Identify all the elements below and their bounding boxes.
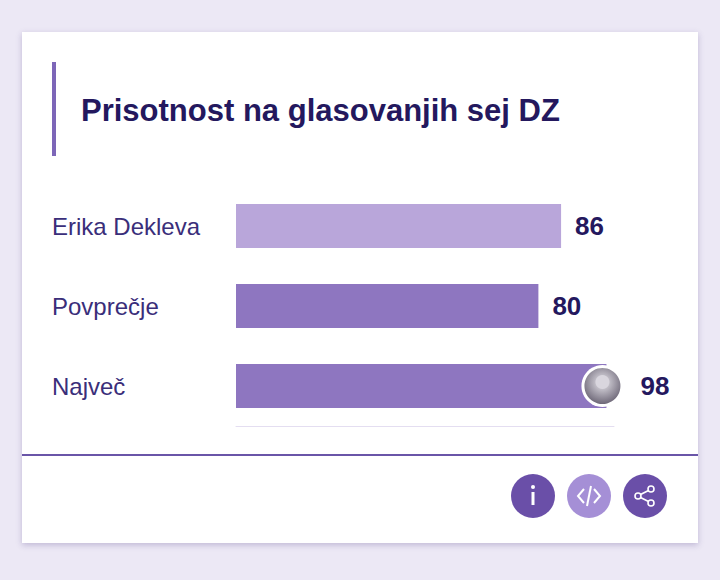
svg-text:Povprečje: Povprečje: [52, 293, 159, 320]
svg-text:Erika Dekleva: Erika Dekleva: [52, 213, 201, 240]
svg-text:98: 98: [640, 371, 669, 401]
svg-text:Največ: Največ: [52, 373, 125, 400]
svg-text:86: 86: [575, 211, 604, 241]
svg-text:80: 80: [552, 291, 581, 321]
svg-text:Prisotnost na glasovanjih sej: Prisotnost na glasovanjih sej DZ: [81, 93, 560, 128]
